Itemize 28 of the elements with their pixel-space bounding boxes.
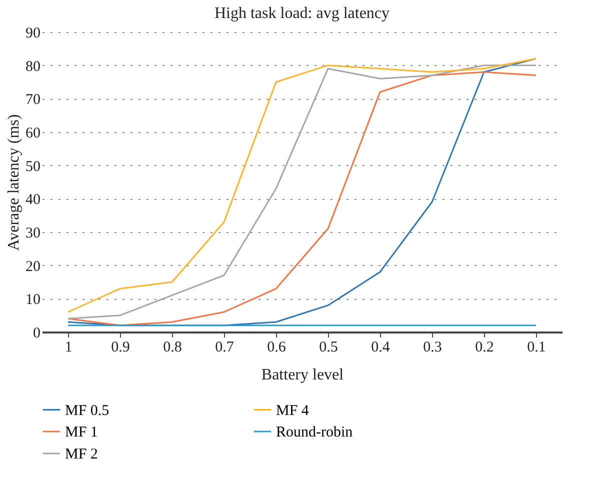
x-tick-label: 1 — [64, 340, 72, 356]
chart-title: High task load: avg latency — [214, 5, 390, 22]
x-tick-label: 0.4 — [371, 340, 390, 356]
x-tick-label: 0.1 — [527, 340, 546, 356]
y-tick-label: 70 — [26, 92, 40, 108]
y-tick-label: 20 — [26, 258, 40, 275]
legend-label: MF 0.5 — [65, 402, 110, 419]
legend-label: MF 1 — [65, 424, 98, 440]
legend-label: Round-robin — [276, 424, 354, 440]
legend-label: MF 4 — [276, 402, 310, 419]
y-tick-label: 10 — [26, 292, 40, 308]
y-axis-title: Average latency (ms) — [6, 114, 22, 251]
y-tick-label: 30 — [26, 226, 40, 242]
y-tick-label: 80 — [26, 58, 40, 75]
x-tick-label: 0.2 — [475, 340, 494, 356]
x-axis-title: Battery level — [261, 366, 344, 384]
x-tick-label: 0.8 — [163, 340, 182, 356]
legend-label: MF 2 — [65, 446, 98, 462]
x-tick-label: 0.7 — [215, 340, 234, 356]
x-tick-label: 0.6 — [267, 340, 286, 356]
y-tick-label: 0 — [33, 326, 40, 342]
x-tick-label: 0.9 — [111, 340, 130, 356]
y-tick-label: 90 — [26, 26, 40, 42]
y-tick-label: 50 — [26, 158, 40, 175]
x-tick-label: 0.3 — [423, 340, 442, 356]
y-tick-label: 60 — [26, 126, 40, 142]
y-tick-label: 40 — [26, 192, 40, 208]
x-tick-label: 0.5 — [319, 340, 338, 356]
